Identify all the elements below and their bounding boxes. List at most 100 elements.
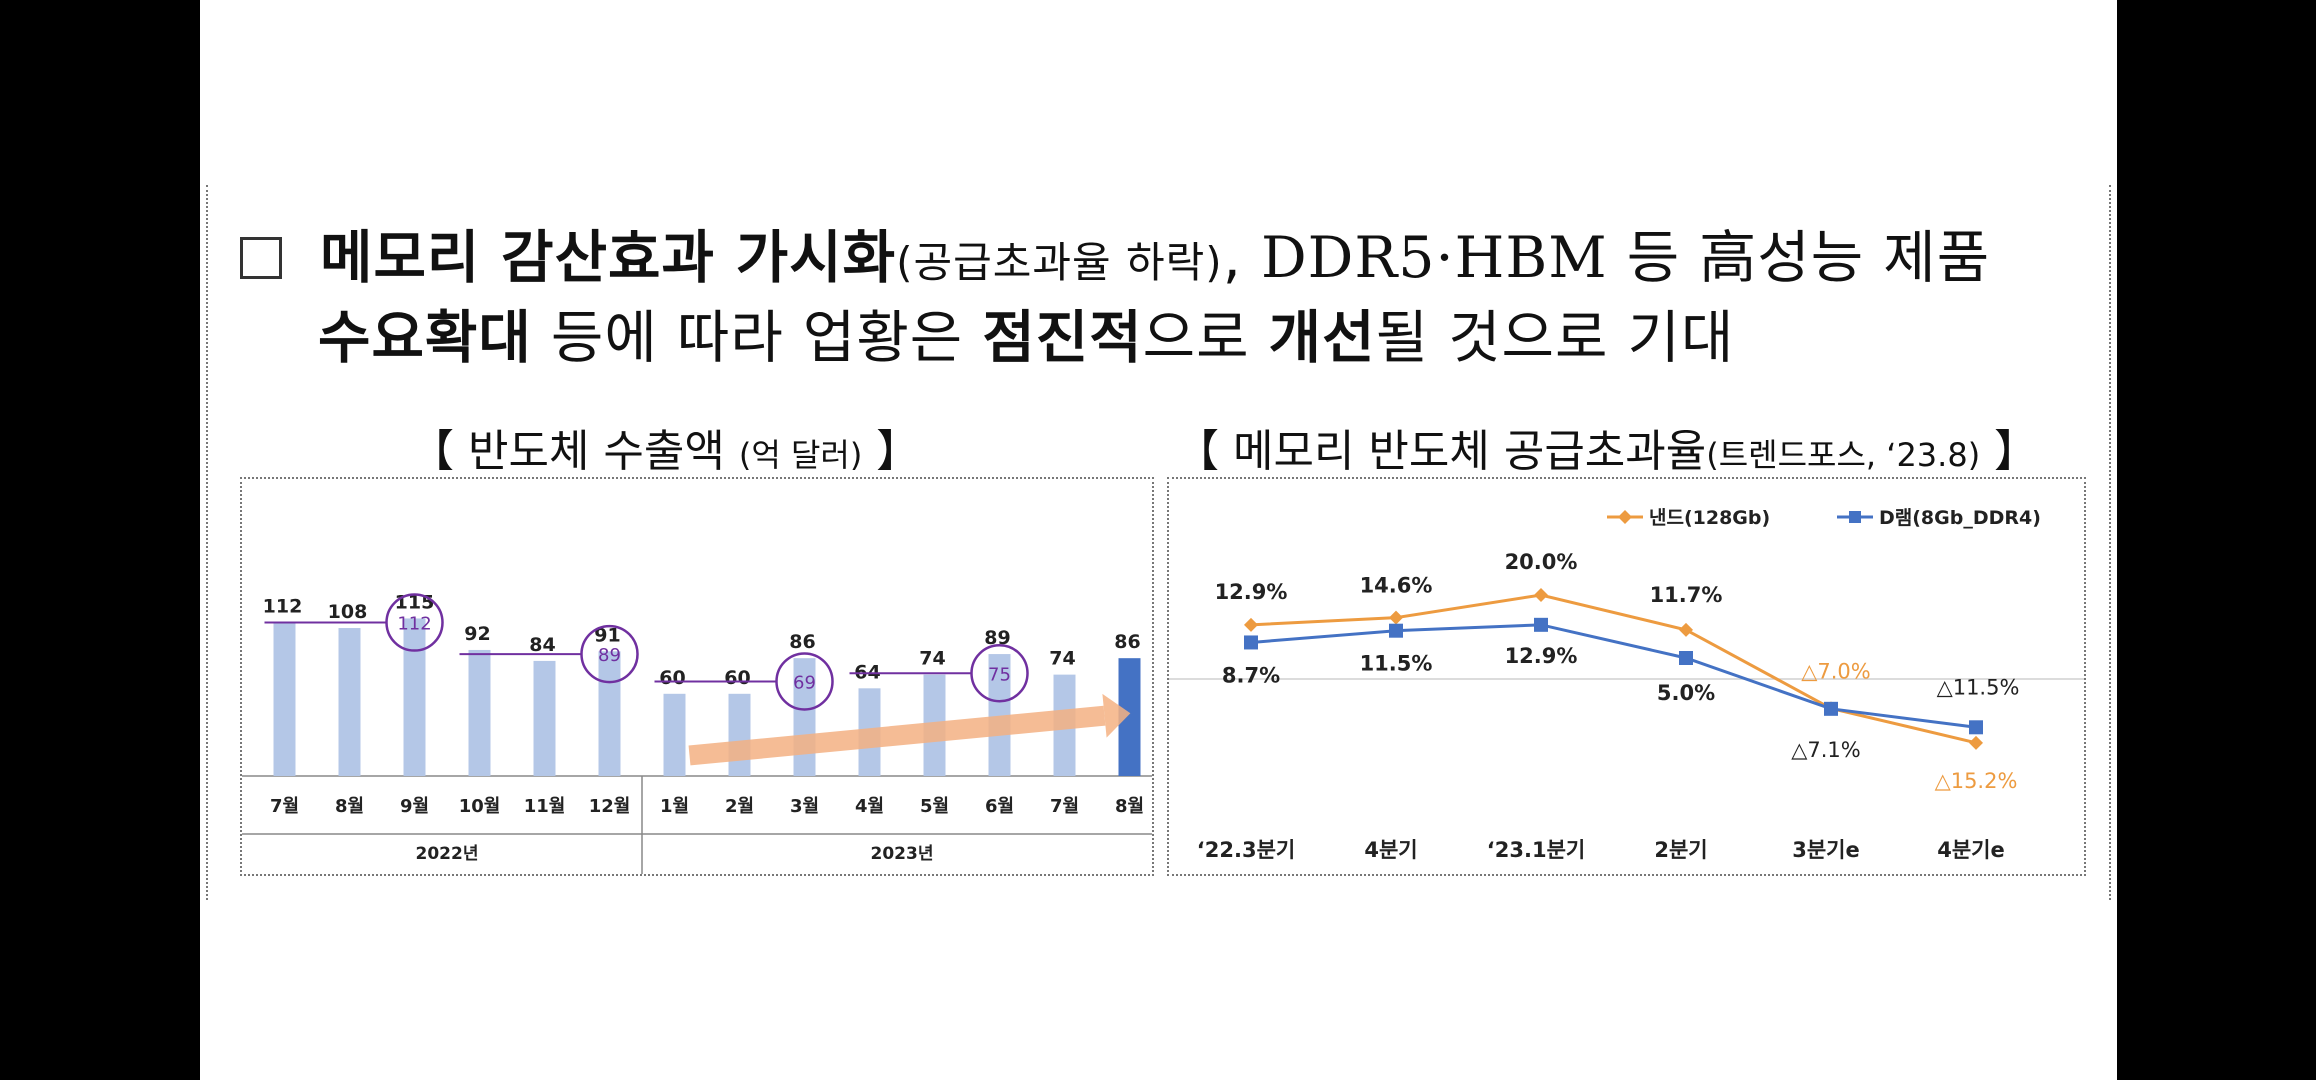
headline-line-2: 수요확대 등에 따라 업황은 점진적으로 개선될 것으로 기대 bbox=[318, 292, 1734, 374]
headline-line2-text-1: 등에 따라 업황은 bbox=[531, 305, 983, 371]
bar bbox=[1118, 658, 1141, 776]
data-label: △11.5% bbox=[1937, 675, 2020, 699]
highlight-circle bbox=[580, 624, 639, 684]
bar-value-label: 60 bbox=[724, 667, 750, 689]
data-point bbox=[1534, 588, 1548, 602]
data-point bbox=[1244, 617, 1258, 632]
bar-value-label: 60 bbox=[659, 667, 685, 689]
x-tick-label: 9월 bbox=[400, 796, 429, 817]
legend-marker bbox=[1618, 510, 1632, 524]
legend-label: 낸드(128Gb) bbox=[1649, 507, 1770, 529]
headline-line2-text-2: 으로 bbox=[1142, 305, 1269, 371]
highlight-circle bbox=[385, 593, 444, 652]
left-title-close: 】 bbox=[862, 426, 921, 477]
headline-line2-bold-2: 점진적 bbox=[982, 305, 1143, 371]
right-margin-line bbox=[2109, 185, 2111, 900]
x-tick-label: 1월 bbox=[660, 796, 689, 817]
x-tick-label: 8월 bbox=[335, 796, 364, 817]
data-label: 20.0% bbox=[1505, 550, 1578, 574]
right-title-source: (트렌드포스, ‘23.8) bbox=[1706, 436, 1981, 474]
data-point bbox=[1389, 623, 1403, 638]
line-chart: 낸드(128Gb) D램(8Gb_DDR4) 12.9% 14.6% 20.0% 11.7… bbox=[1169, 507, 2084, 862]
data-label: 8.7% bbox=[1222, 663, 1280, 687]
bar bbox=[468, 649, 491, 776]
data-label: △15.2% bbox=[1935, 769, 2018, 793]
data-point bbox=[1534, 617, 1548, 632]
bar bbox=[403, 618, 426, 776]
bar-chart-panel: 2022년 2023년 7월 112 8월 108 9월 115 10월 92 11월 84 12월 91… bbox=[240, 477, 1154, 876]
x-tick-label: 6월 bbox=[985, 796, 1014, 817]
bar-value-label: 108 bbox=[328, 601, 368, 623]
group-label: 2023년 bbox=[871, 844, 934, 864]
bar-chart: 2022년 2023년7월1128월1089월11510월9211월8412월91… bbox=[242, 591, 1152, 874]
circled-value-label: 112 bbox=[397, 614, 431, 635]
bar-value-label: 74 bbox=[1049, 648, 1075, 670]
headline-bold-1: 메모리 감산효과 가시화 bbox=[320, 225, 897, 291]
right-title-text: 【 메모리 반도체 공급초과율 bbox=[1175, 426, 1707, 477]
bar-value-label: 112 bbox=[263, 596, 303, 618]
bar bbox=[533, 660, 556, 776]
series-line bbox=[1250, 593, 1977, 745]
highlight-circle bbox=[970, 644, 1029, 703]
x-tick-label: ‘22.3분기 bbox=[1197, 838, 1295, 862]
x-tick-label: 4분기 bbox=[1364, 838, 1417, 862]
bar-value-label: 89 bbox=[984, 627, 1010, 649]
left-title-unit: (억 달러) bbox=[738, 436, 863, 474]
x-tick-label: 2분기 bbox=[1654, 838, 1707, 862]
trend-arrow-shaft bbox=[688, 705, 1106, 766]
headline-line2-bold-1: 수요확대 bbox=[318, 305, 532, 371]
bar bbox=[273, 622, 296, 776]
bar bbox=[663, 693, 686, 776]
x-tick-label: 7월 bbox=[270, 796, 299, 817]
highlight-circle bbox=[775, 652, 834, 711]
x-tick-label: 7월 bbox=[1050, 796, 1079, 817]
x-tick-label: 8월 bbox=[1115, 796, 1144, 817]
bullet-box-icon bbox=[240, 237, 282, 279]
data-point bbox=[1824, 701, 1838, 716]
headline-line2-bold-3: 개선 bbox=[1268, 305, 1376, 371]
data-point bbox=[1389, 610, 1403, 625]
circled-value-label: 75 bbox=[988, 664, 1011, 685]
right-chart-title: 【 메모리 반도체 공급초과율(트렌드포스, ‘23.8) 】 bbox=[1175, 415, 2038, 479]
headline-bold-2: DDR5·HBM 등 高성능 제품 bbox=[1260, 225, 1991, 291]
data-label: 12.9% bbox=[1215, 580, 1288, 604]
series-line bbox=[1250, 623, 1977, 729]
x-tick-label: 11월 bbox=[524, 796, 566, 817]
data-label: 11.5% bbox=[1360, 652, 1433, 676]
headline-line-1: 메모리 감산효과 가시화(공급초과율 하락), DDR5·HBM 등 高성능 제… bbox=[240, 212, 1990, 294]
group-label: 2022년 bbox=[416, 844, 479, 864]
bar-value-label: 84 bbox=[529, 634, 555, 656]
left-chart-title: 【 반도체 수출액 (억 달러) 】 bbox=[410, 415, 920, 479]
legend-marker bbox=[1849, 511, 1861, 523]
data-point bbox=[1244, 635, 1258, 650]
data-point bbox=[1679, 622, 1693, 637]
x-tick-label: 5월 bbox=[920, 796, 949, 817]
x-tick-label: 3월 bbox=[790, 796, 819, 817]
bar-value-label: 86 bbox=[1114, 631, 1140, 653]
slide: 메모리 감산효과 가시화(공급초과율 하락), DDR5·HBM 등 高성능 제… bbox=[200, 0, 2117, 1080]
data-label: 11.7% bbox=[1650, 583, 1723, 607]
bar bbox=[728, 693, 751, 776]
bar-value-label: 91 bbox=[594, 624, 620, 646]
bar bbox=[598, 651, 621, 776]
x-tick-label: 12월 bbox=[589, 796, 631, 817]
line-chart-panel: 낸드(128Gb) D램(8Gb_DDR4) 12.9% 14.6% 20.0% 11.7… bbox=[1167, 477, 2086, 876]
data-label: △7.1% bbox=[1791, 738, 1861, 762]
x-tick-label: 10월 bbox=[459, 796, 501, 817]
bar-value-label: 92 bbox=[464, 623, 490, 645]
circled-value-label: 69 bbox=[793, 672, 816, 693]
circled-value-label: 89 bbox=[598, 645, 621, 666]
x-tick-label: 2월 bbox=[725, 796, 754, 817]
trend-arrow-head bbox=[1102, 693, 1131, 738]
bar-value-label: 74 bbox=[919, 648, 945, 670]
data-point bbox=[1969, 735, 1983, 750]
data-label: 14.6% bbox=[1360, 574, 1433, 598]
x-tick-label: 3분기e bbox=[1792, 838, 1860, 862]
data-label: 5.0% bbox=[1657, 681, 1715, 705]
data-label: △7.0% bbox=[1801, 659, 1871, 683]
headline-line2-text-3: 될 것으로 기대 bbox=[1375, 305, 1735, 371]
data-point bbox=[1969, 720, 1983, 735]
headline-sep: , bbox=[1222, 225, 1261, 291]
x-tick-label: 4월 bbox=[855, 796, 884, 817]
headline-paren: (공급초과율 하락) bbox=[896, 238, 1223, 287]
